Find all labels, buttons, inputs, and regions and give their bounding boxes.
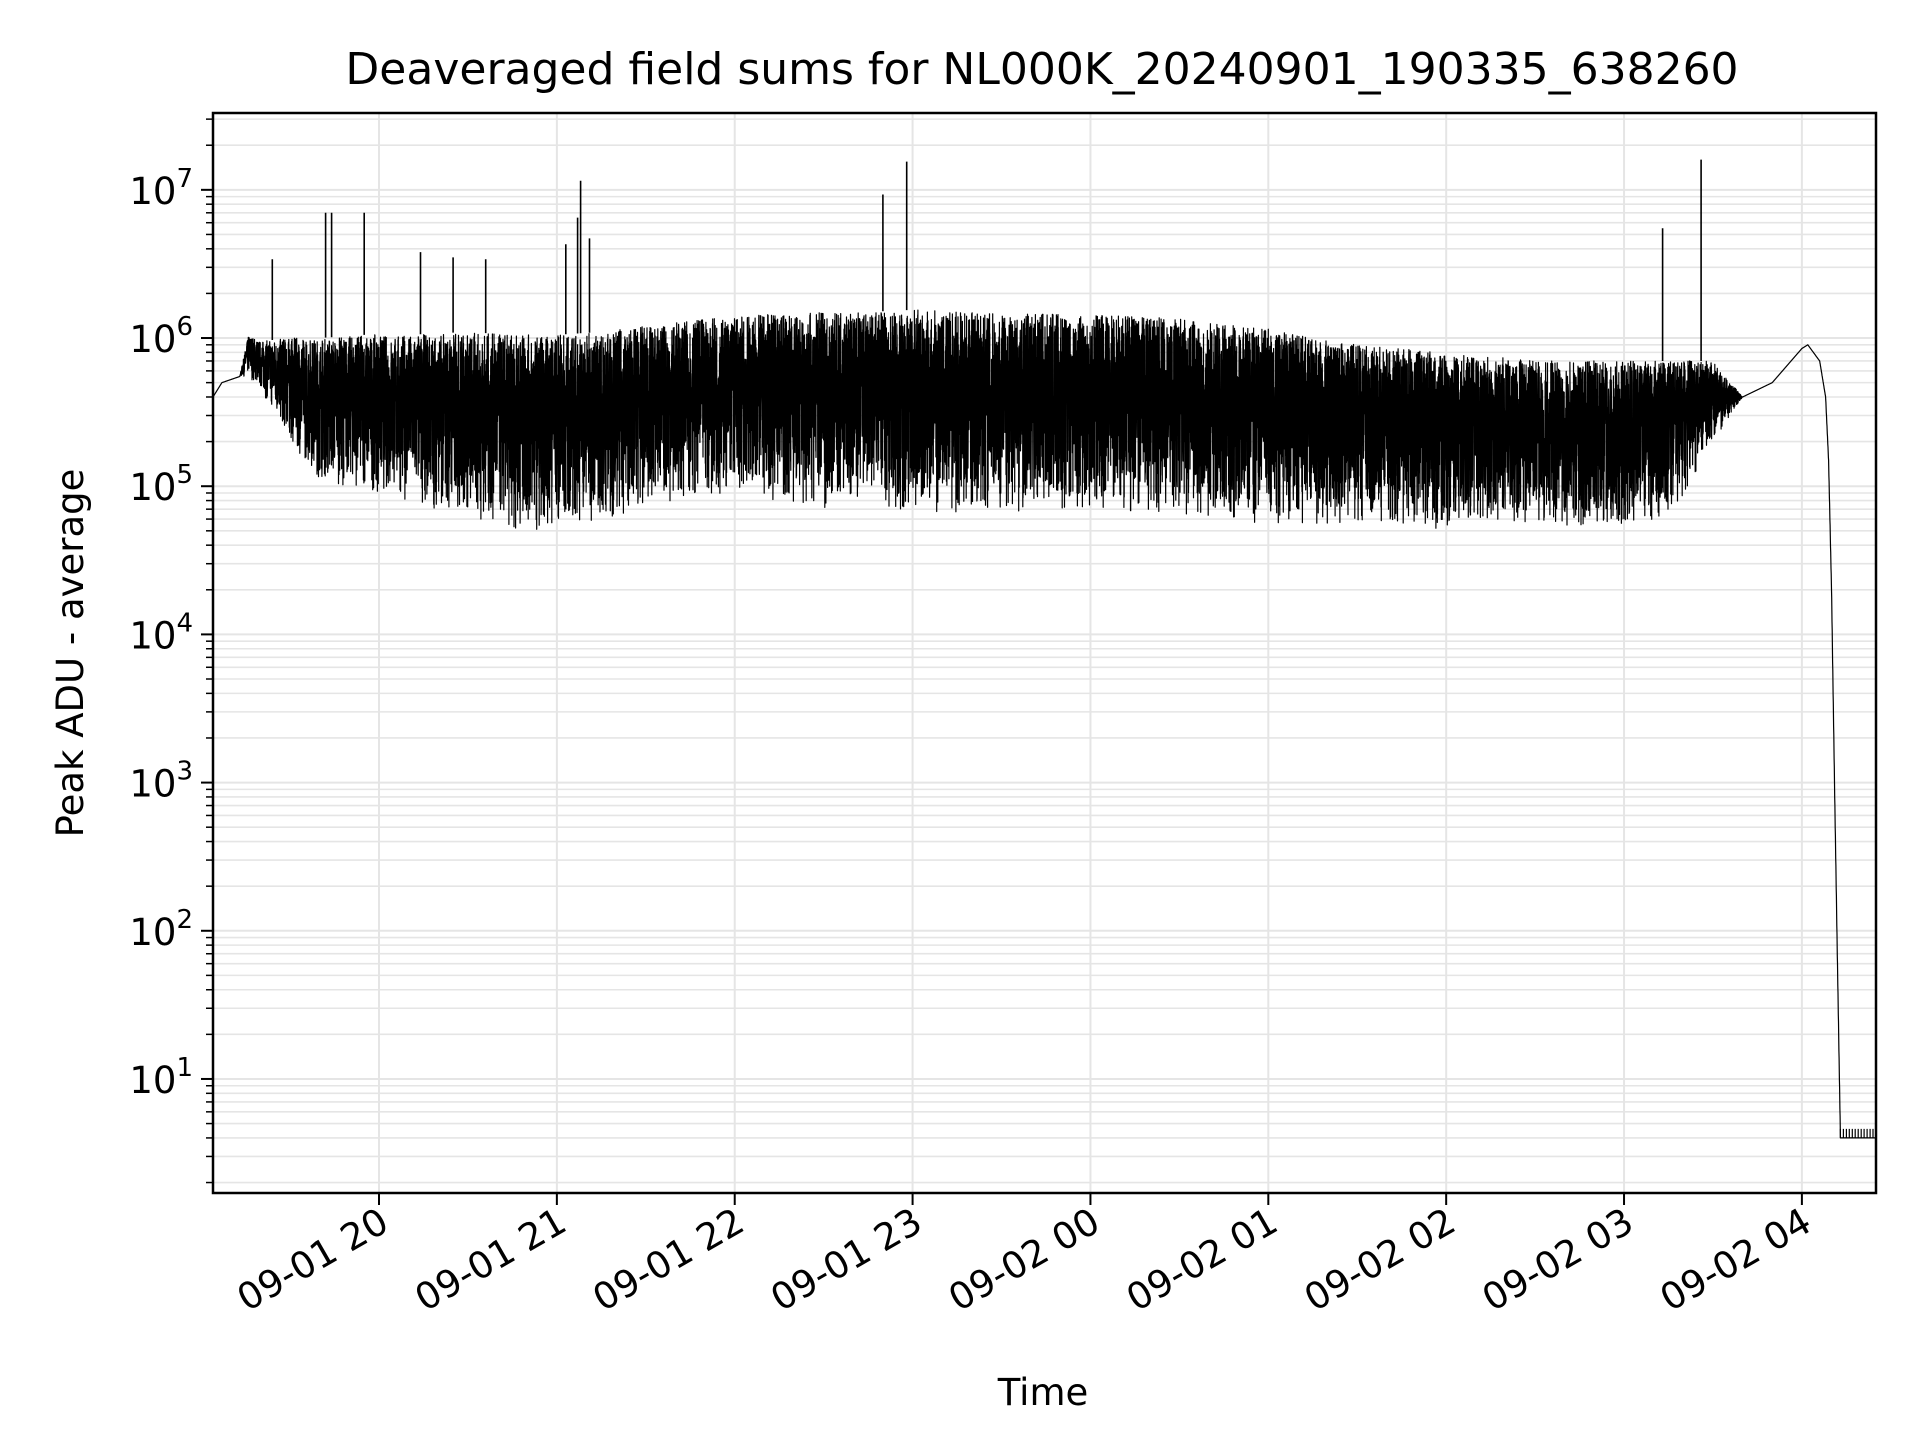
y-tick-label: 104 bbox=[129, 608, 193, 657]
y-tick-label-base: 10 bbox=[129, 614, 176, 657]
x-axis-label: Time bbox=[997, 1371, 1089, 1414]
y-tick-label: 106 bbox=[129, 312, 193, 361]
y-tick-label: 102 bbox=[129, 905, 193, 954]
grid-layer bbox=[213, 113, 1876, 1193]
y-tick-label-base: 10 bbox=[129, 318, 176, 361]
y-tick-label: 101 bbox=[129, 1053, 193, 1102]
y-tick-label-base: 10 bbox=[129, 763, 176, 806]
y-tick-label-exponent: 4 bbox=[176, 608, 193, 638]
y-tick-label-base: 10 bbox=[129, 170, 176, 213]
y-tick-label: 107 bbox=[129, 164, 193, 213]
chart-title: Deaveraged field sums for NL000K_2024090… bbox=[345, 44, 1738, 95]
y-tick-label-exponent: 7 bbox=[176, 164, 193, 194]
y-tick-label-exponent: 3 bbox=[176, 757, 193, 787]
y-tick-label: 103 bbox=[129, 757, 193, 806]
y-tick-label-exponent: 5 bbox=[176, 460, 193, 490]
series-line bbox=[212, 309, 1877, 1139]
y-tick-label-base: 10 bbox=[129, 911, 176, 954]
series-tail-ticks bbox=[1839, 1128, 1877, 1138]
y-tick-label-base: 10 bbox=[129, 466, 176, 509]
y-axis-label: Peak ADU - average bbox=[49, 469, 92, 838]
series-spikes bbox=[271, 159, 1702, 361]
plot-frame bbox=[211, 111, 1878, 1195]
y-tick-label-exponent: 1 bbox=[176, 1053, 193, 1083]
y-tick-label-exponent: 6 bbox=[176, 312, 193, 342]
y-tick-label-base: 10 bbox=[129, 1059, 176, 1102]
y-tick-label: 105 bbox=[129, 460, 193, 509]
data-layer bbox=[212, 159, 1877, 1139]
y-tick-label-exponent: 2 bbox=[176, 905, 193, 935]
